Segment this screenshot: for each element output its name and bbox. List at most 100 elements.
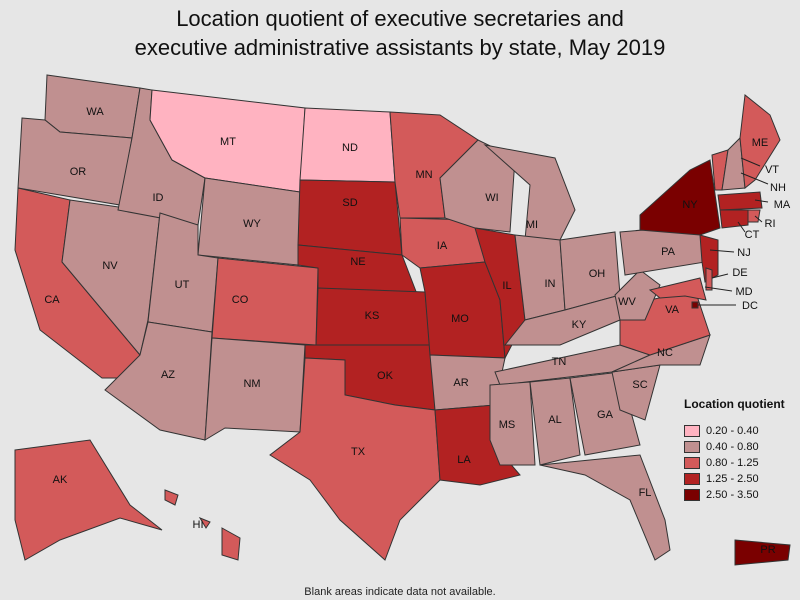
leader-line-md: [704, 286, 733, 292]
state-label-mt: MT: [220, 136, 236, 148]
state-label-nc: NC: [657, 347, 673, 359]
state-sd: [297, 179, 403, 256]
state-label-nv: NV: [102, 260, 118, 272]
legend-swatch: [684, 473, 700, 485]
state-label-nd: ND: [342, 142, 358, 154]
state-label-ks: KS: [365, 310, 380, 322]
state-ma: [717, 191, 763, 211]
state-label-ma: MA: [774, 199, 791, 211]
state-label-ga: GA: [597, 409, 614, 421]
state-label-ak: AK: [53, 474, 68, 486]
state-pr: [734, 539, 791, 566]
legend-item: 2.50 - 3.50: [684, 487, 796, 503]
state-label-fl: FL: [639, 487, 652, 499]
state-label-ne: NE: [350, 256, 365, 268]
state-label-hi: HI: [193, 519, 204, 531]
state-label-de: DE: [732, 267, 747, 279]
legend-label: 0.80 - 1.25: [706, 457, 759, 469]
state-hi: [164, 489, 241, 561]
state-label-dc: DC: [742, 300, 758, 312]
leader-line-ct: [737, 221, 746, 233]
legend-label: 0.40 - 0.80: [706, 441, 759, 453]
state-label-al: AL: [548, 414, 561, 426]
title-line-2: executive administrative assistants by s…: [134, 35, 666, 60]
state-label-oh: OH: [589, 268, 606, 280]
state-label-wv: WV: [618, 296, 636, 308]
state-label-mi: MI: [526, 219, 538, 231]
state-label-ut: UT: [175, 279, 190, 291]
state-tx: [269, 357, 441, 561]
state-fl: [539, 454, 671, 561]
legend-item: 0.20 - 0.40: [684, 423, 796, 439]
state-ms: [489, 381, 536, 466]
state-nm: [204, 337, 306, 441]
state-label-or: OR: [70, 166, 87, 178]
legend-label: 0.20 - 0.40: [706, 425, 759, 437]
state-ak: [14, 439, 163, 561]
state-label-wy: WY: [243, 218, 261, 230]
state-co: [211, 257, 319, 346]
state-label-ri: RI: [765, 218, 776, 230]
state-label-md: MD: [735, 286, 752, 298]
state-label-sd: SD: [342, 197, 357, 209]
state-nc: [611, 334, 711, 373]
legend-label: 1.25 - 2.50: [706, 473, 759, 485]
state-label-ia: IA: [437, 240, 448, 252]
legend-swatch: [684, 425, 700, 437]
state-label-tx: TX: [351, 446, 366, 458]
state-dc: [691, 301, 699, 309]
leader-line-ri: [754, 215, 763, 223]
state-label-wa: WA: [86, 106, 104, 118]
state-label-ca: CA: [44, 294, 60, 306]
state-md: [648, 277, 707, 301]
state-label-pa: PA: [661, 246, 676, 258]
state-label-co: CO: [232, 294, 249, 306]
legend-title: Location quotient: [684, 397, 785, 411]
state-ny: [639, 159, 721, 236]
state-wi: [439, 139, 516, 233]
legend-item: 1.25 - 2.50: [684, 471, 796, 487]
state-label-mn: MN: [415, 169, 432, 181]
leader-line-nj: [709, 249, 735, 253]
state-wv: [614, 269, 661, 321]
state-label-ms: MS: [499, 419, 516, 431]
leader-line-ma: [754, 199, 769, 203]
state-al: [529, 377, 581, 466]
state-label-ky: KY: [572, 319, 587, 331]
state-label-tn: TN: [552, 356, 567, 368]
legend-swatch: [684, 489, 700, 501]
state-ri: [747, 209, 761, 223]
state-label-vt: VT: [765, 164, 779, 176]
state-label-me: ME: [752, 137, 769, 149]
state-label-il: IL: [502, 280, 511, 292]
footnote: Blank areas indicate data not available.: [304, 586, 496, 598]
state-label-sc: SC: [632, 379, 647, 391]
state-label-nj: NJ: [737, 247, 750, 259]
state-label-nm: NM: [243, 378, 260, 390]
state-label-pr: PR: [760, 544, 775, 556]
leader-line-de: [711, 273, 729, 279]
state-label-ar: AR: [453, 377, 468, 389]
state-label-ny: NY: [682, 199, 698, 211]
state-label-az: AZ: [161, 369, 175, 381]
legend-item: 0.40 - 0.80: [684, 439, 796, 455]
legend-item: 0.80 - 1.25: [684, 455, 796, 471]
state-label-mo: MO: [451, 313, 469, 325]
legend-label: 2.50 - 3.50: [706, 489, 759, 501]
state-label-wi: WI: [485, 192, 498, 204]
state-label-nh: NH: [770, 182, 786, 194]
legend-swatch: [684, 457, 700, 469]
state-label-in: IN: [545, 278, 556, 290]
state-ct: [719, 209, 749, 229]
title-line-1: Location quotient of executive secretari…: [176, 6, 624, 31]
leader-line-vt: [740, 157, 761, 167]
state-label-la: LA: [457, 454, 471, 466]
state-label-ok: OK: [377, 370, 394, 382]
state-label-va: VA: [665, 304, 680, 316]
legend: Location quotient 0.20 - 0.40 0.40 - 0.80…: [684, 397, 796, 503]
leader-line-nh: [740, 172, 769, 185]
legend-swatch: [684, 441, 700, 453]
state-de: [705, 267, 713, 291]
state-label-id: ID: [153, 192, 164, 204]
